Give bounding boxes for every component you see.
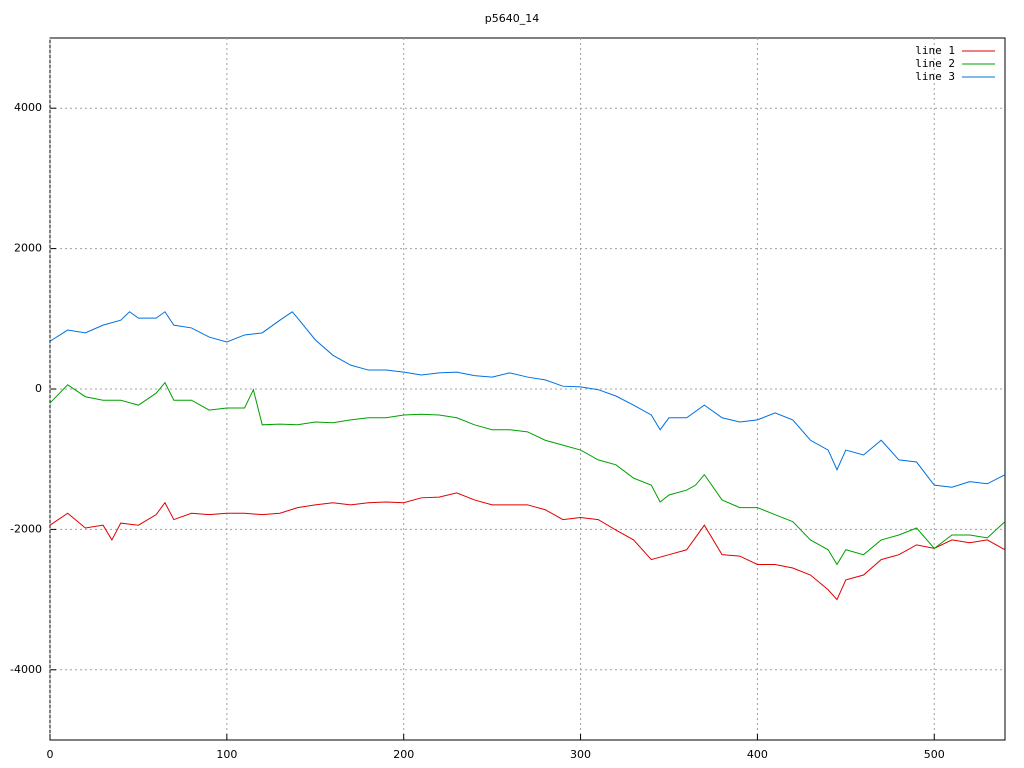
chart-title: p5640_14 bbox=[485, 12, 539, 25]
y-tick-label: 0 bbox=[35, 382, 42, 395]
x-tick-label: 0 bbox=[47, 748, 54, 761]
x-tick-label: 300 bbox=[570, 748, 591, 761]
legend-label: line 1 bbox=[915, 44, 955, 57]
x-tick-label: 200 bbox=[393, 748, 414, 761]
x-tick-label: 100 bbox=[216, 748, 237, 761]
data-line bbox=[49, 381, 1006, 566]
y-tick-label: 2000 bbox=[14, 242, 42, 255]
legend-label: line 2 bbox=[915, 57, 955, 70]
x-tick-label: 500 bbox=[924, 748, 945, 761]
data-line bbox=[49, 311, 1006, 488]
y-tick-label: -4000 bbox=[10, 663, 42, 676]
legend-label: line 3 bbox=[915, 70, 955, 83]
y-tick-label: -2000 bbox=[10, 522, 42, 535]
data-line bbox=[49, 492, 1006, 601]
x-tick-label: 400 bbox=[747, 748, 768, 761]
y-tick-label: 4000 bbox=[14, 101, 42, 114]
